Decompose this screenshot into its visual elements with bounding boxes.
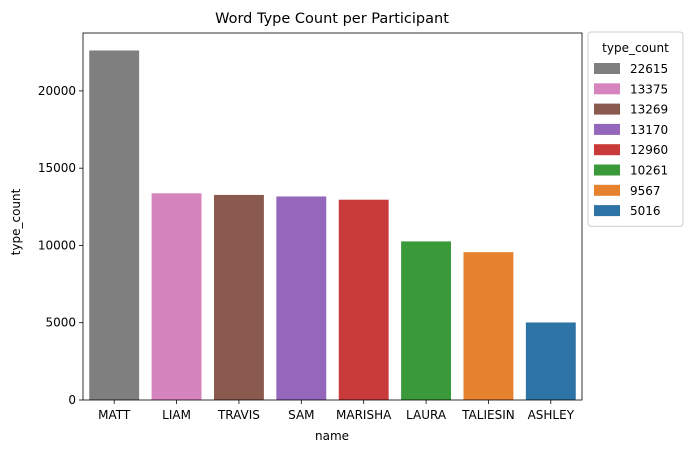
bar-liam	[151, 193, 202, 400]
x-tick-label: LAURA	[406, 408, 447, 422]
legend: type_count 22615 13375 13269 13170 12960 10261…	[587, 31, 684, 227]
bar-laura	[401, 241, 452, 400]
legend-label: 13170	[630, 123, 668, 137]
legend-label: 5016	[630, 204, 661, 218]
bar-travis	[213, 194, 264, 400]
x-tick-label: TRAVIS	[217, 408, 260, 422]
y-tick-label: 15000	[38, 161, 76, 175]
y-tick-label: 20000	[38, 84, 76, 98]
y-tick-label: 5000	[45, 316, 76, 330]
bar-ashley	[525, 322, 576, 400]
legend-label: 9567	[630, 184, 661, 198]
x-tick-label: LIAM	[162, 408, 191, 422]
y-tick-label: 10000	[38, 238, 76, 252]
x-axis-label: name	[315, 429, 349, 443]
legend-swatch	[594, 103, 620, 115]
legend-box	[587, 31, 684, 227]
x-tick-label: MATT	[98, 408, 131, 422]
axes: 0 5000 10000 15000 20000 MATT LIAM TRAVIS SAM MAR…	[38, 32, 583, 422]
legend-label: 22615	[630, 62, 668, 76]
legend-label: 10261	[630, 164, 668, 178]
legend-label: 13375	[630, 82, 668, 96]
legend-label: 12960	[630, 143, 668, 157]
chart-title: Word Type Count per Participant	[215, 11, 449, 27]
x-tick-label: ASHLEY	[528, 408, 575, 422]
legend-swatch	[594, 184, 620, 196]
legend-swatch	[594, 63, 620, 74]
bar-matt	[89, 50, 140, 400]
legend-swatch	[594, 144, 620, 156]
x-tick-label: SAM	[288, 408, 314, 422]
legend-swatch	[594, 205, 620, 217]
bar-taliesin	[463, 252, 514, 400]
legend-label: 13269	[630, 103, 668, 117]
x-tick-label: TALIESIN	[461, 408, 515, 422]
x-tick-label: MARISHA	[336, 408, 392, 422]
legend-swatch	[594, 164, 620, 176]
y-tick-label: 0	[68, 393, 76, 407]
legend-title: type_count	[602, 41, 669, 55]
plot-frame	[82, 32, 583, 401]
plot-area	[89, 50, 576, 400]
bar-marisha	[338, 199, 389, 400]
bar-sam	[276, 196, 327, 400]
legend-swatch	[594, 83, 620, 95]
y-axis-label: type_count	[9, 188, 23, 255]
legend-swatch	[594, 123, 620, 135]
